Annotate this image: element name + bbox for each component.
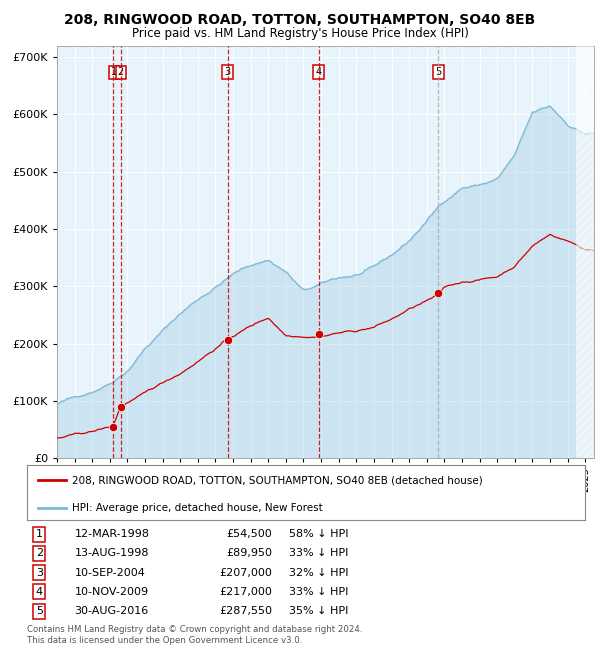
Text: 1: 1 bbox=[36, 529, 43, 539]
Text: 30-AUG-2016: 30-AUG-2016 bbox=[74, 606, 149, 616]
Text: 58% ↓ HPI: 58% ↓ HPI bbox=[289, 529, 349, 539]
Text: 10-NOV-2009: 10-NOV-2009 bbox=[74, 587, 149, 597]
Text: 12-MAR-1998: 12-MAR-1998 bbox=[74, 529, 149, 539]
Text: 4: 4 bbox=[36, 587, 43, 597]
Text: 13-AUG-1998: 13-AUG-1998 bbox=[74, 549, 149, 558]
Text: £207,000: £207,000 bbox=[220, 567, 272, 578]
Text: 35% ↓ HPI: 35% ↓ HPI bbox=[289, 606, 349, 616]
Text: 32% ↓ HPI: 32% ↓ HPI bbox=[289, 567, 349, 578]
Text: 10-SEP-2004: 10-SEP-2004 bbox=[74, 567, 145, 578]
Bar bbox=[577, 46, 594, 458]
Text: 1: 1 bbox=[111, 68, 117, 77]
Text: 3: 3 bbox=[36, 567, 43, 578]
Text: 33% ↓ HPI: 33% ↓ HPI bbox=[289, 549, 349, 558]
Text: £89,950: £89,950 bbox=[227, 549, 272, 558]
Text: 2: 2 bbox=[118, 68, 124, 77]
Text: Price paid vs. HM Land Registry's House Price Index (HPI): Price paid vs. HM Land Registry's House … bbox=[131, 27, 469, 40]
Text: 5: 5 bbox=[435, 68, 442, 77]
Text: 208, RINGWOOD ROAD, TOTTON, SOUTHAMPTON, SO40 8EB: 208, RINGWOOD ROAD, TOTTON, SOUTHAMPTON,… bbox=[64, 13, 536, 27]
Text: 5: 5 bbox=[36, 606, 43, 616]
Text: £217,000: £217,000 bbox=[220, 587, 272, 597]
Text: £287,550: £287,550 bbox=[220, 606, 272, 616]
Text: 3: 3 bbox=[224, 68, 230, 77]
Text: This data is licensed under the Open Government Licence v3.0.: This data is licensed under the Open Gov… bbox=[27, 636, 302, 645]
Text: 208, RINGWOOD ROAD, TOTTON, SOUTHAMPTON, SO40 8EB (detached house): 208, RINGWOOD ROAD, TOTTON, SOUTHAMPTON,… bbox=[71, 475, 482, 485]
Text: 4: 4 bbox=[316, 68, 322, 77]
Text: 33% ↓ HPI: 33% ↓ HPI bbox=[289, 587, 349, 597]
Text: £54,500: £54,500 bbox=[227, 529, 272, 539]
Text: Contains HM Land Registry data © Crown copyright and database right 2024.: Contains HM Land Registry data © Crown c… bbox=[27, 625, 362, 634]
Text: HPI: Average price, detached house, New Forest: HPI: Average price, detached house, New … bbox=[71, 503, 322, 513]
Text: 2: 2 bbox=[36, 549, 43, 558]
